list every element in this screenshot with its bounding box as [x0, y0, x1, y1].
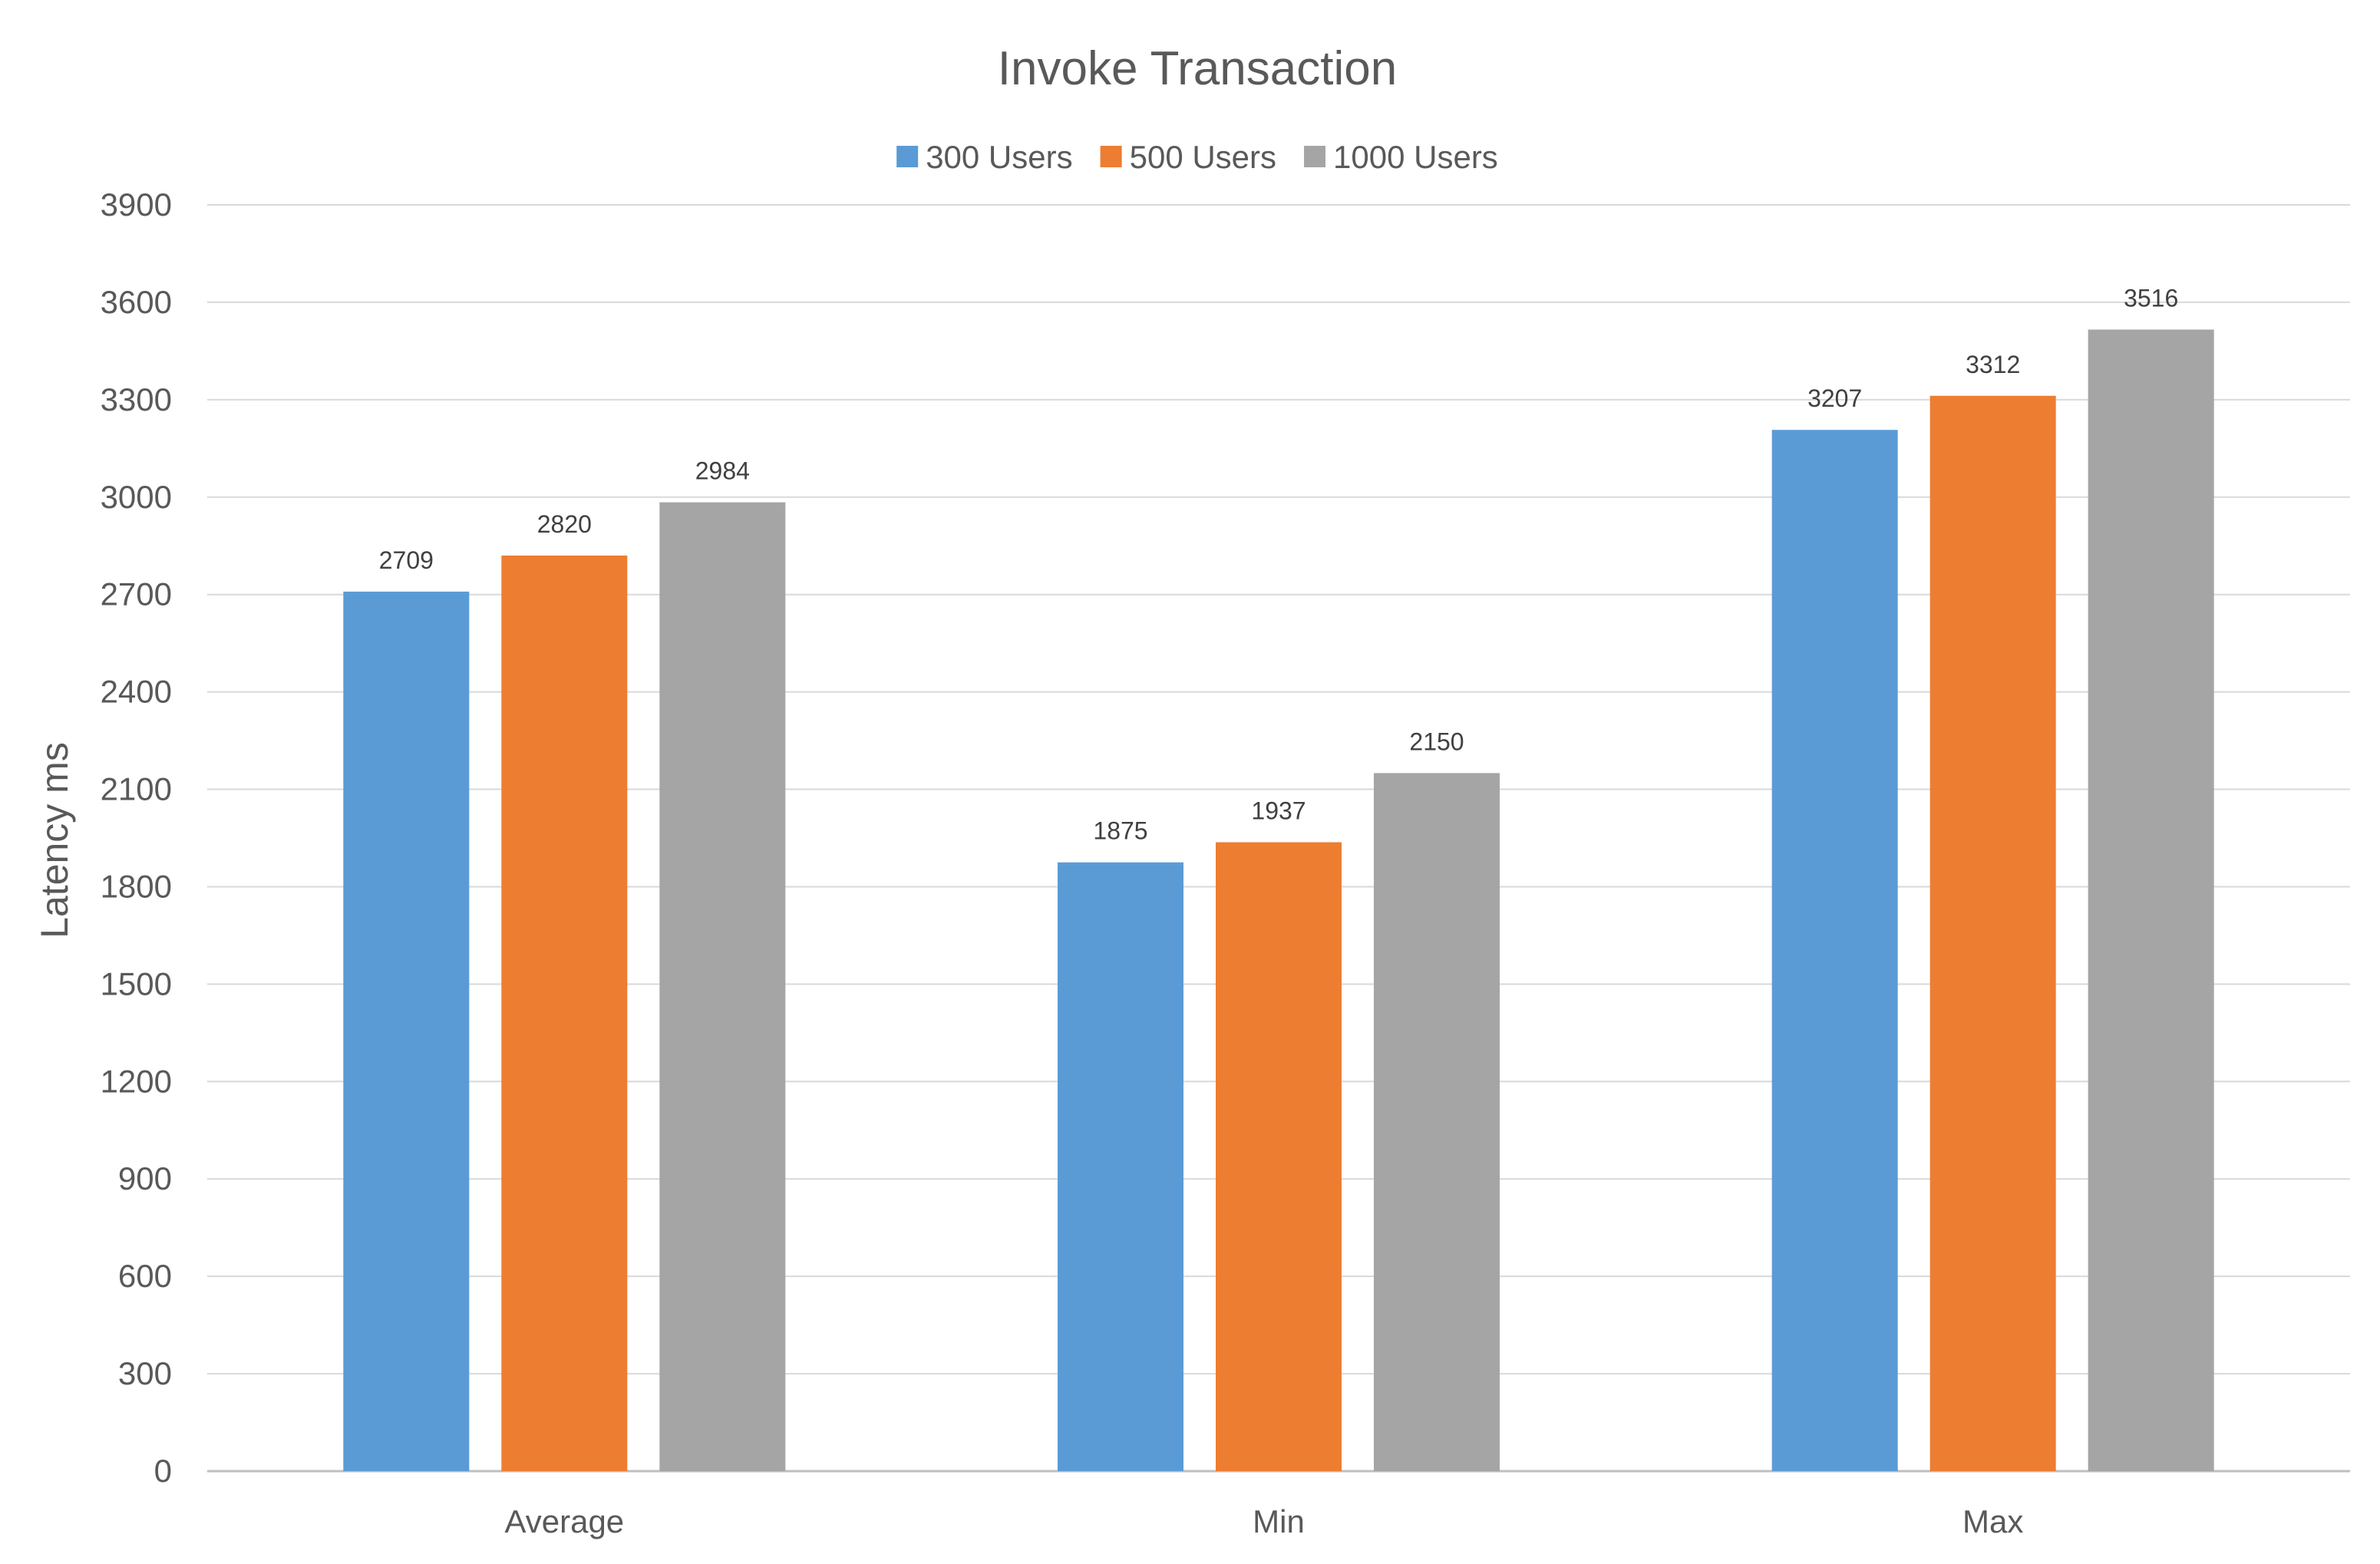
y-tick-label: 1500 — [101, 965, 172, 1001]
bar — [1058, 862, 1183, 1471]
legend-label: 1000 Users — [1333, 139, 1498, 175]
data-label: 2820 — [537, 510, 592, 538]
bar — [1929, 395, 2056, 1471]
x-tick-label: Min — [1253, 1503, 1305, 1539]
y-tick-label: 300 — [118, 1355, 172, 1391]
data-label: 2984 — [695, 457, 750, 485]
bar — [1374, 773, 1500, 1471]
legend-swatch — [1100, 146, 1122, 167]
y-tick-label: 1800 — [101, 868, 172, 904]
legend-swatch — [1304, 146, 1326, 167]
bar — [2088, 329, 2214, 1471]
legend-item: 300 Users — [896, 139, 1073, 175]
bar — [501, 555, 628, 1471]
bars — [343, 329, 2214, 1471]
y-tick-label: 900 — [118, 1160, 172, 1196]
legend-label: 300 Users — [926, 139, 1072, 175]
y-tick-label: 3600 — [101, 284, 172, 320]
chart-title: Invoke Transaction — [998, 42, 1397, 95]
legend-item: 1000 Users — [1304, 139, 1498, 175]
data-label: 2150 — [1409, 728, 1464, 755]
y-tick-label: 2100 — [101, 771, 172, 807]
legend-item: 500 Users — [1100, 139, 1276, 175]
y-axis-label: Latency ms — [33, 742, 76, 939]
bar — [343, 591, 470, 1471]
bar — [1216, 842, 1342, 1471]
y-tick-label: 2400 — [101, 674, 172, 710]
data-labels: 2709 2820 2984 1875 1937 2150 3207 3312 3516 — [379, 284, 2179, 844]
bar — [659, 502, 786, 1471]
data-label: 2709 — [379, 546, 434, 574]
y-tick-label: 3300 — [101, 381, 172, 417]
y-tick-label: 3000 — [101, 479, 172, 515]
data-label: 3207 — [1807, 384, 1862, 412]
data-label: 3516 — [2124, 284, 2178, 312]
legend-swatch — [896, 146, 919, 167]
data-label: 1875 — [1093, 817, 1147, 845]
y-tick-label: 1200 — [101, 1063, 172, 1099]
legend: 300 Users 500 Users 1000 Users — [896, 139, 1498, 175]
data-label: 1937 — [1251, 797, 1306, 825]
x-tick-label: Average — [504, 1503, 624, 1539]
y-tick-label: 600 — [118, 1258, 172, 1294]
y-axis-ticks: 0 300 600 900 1200 1500 1800 2100 2400 2700 3000 33… — [101, 186, 172, 1489]
legend-label: 500 Users — [1130, 139, 1276, 175]
x-tick-label: Max — [1962, 1503, 2023, 1539]
y-tick-label: 0 — [154, 1453, 172, 1489]
x-axis-ticks: Average Min Max — [504, 1503, 2023, 1539]
data-label: 3312 — [1966, 351, 2020, 378]
bar — [1771, 430, 1898, 1471]
y-tick-label: 3900 — [101, 186, 172, 223]
y-tick-label: 2700 — [101, 576, 172, 612]
